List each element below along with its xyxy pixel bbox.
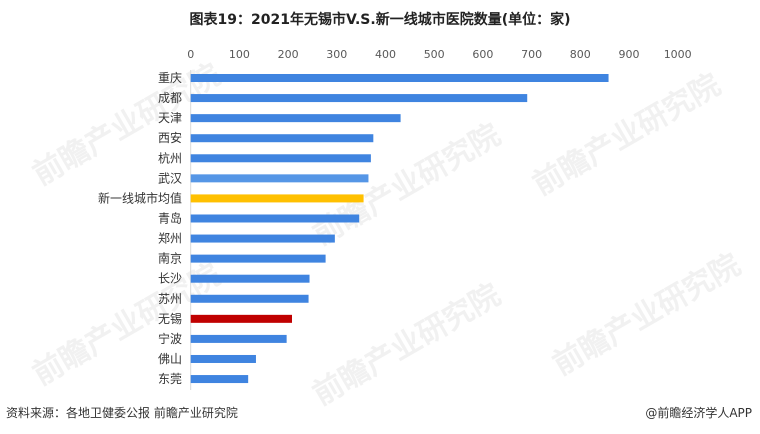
brand-label: @前瞻经济学人APP	[645, 406, 752, 420]
bar	[190, 214, 360, 223]
bar	[190, 114, 401, 123]
bar	[190, 194, 364, 203]
category-label: 东莞	[158, 372, 182, 386]
x-tick-label: 200	[278, 48, 299, 61]
x-tick-label: 500	[424, 48, 445, 61]
category-label: 南京	[158, 251, 182, 266]
category-label: 郑州	[158, 231, 182, 246]
x-tick-label: 700	[521, 48, 542, 61]
category-label: 无锡	[158, 311, 182, 326]
x-tick-label: 1000	[664, 48, 692, 61]
x-tick-label: 0	[187, 48, 194, 61]
bar	[190, 174, 369, 183]
bar	[190, 74, 609, 82]
bar-chart: 0 100 200 300 400 500 600 700 800 900 1000 重庆成都天津西安…	[98, 48, 692, 390]
bar	[190, 334, 287, 343]
bar	[190, 154, 371, 163]
bar	[190, 274, 310, 283]
x-tick-label: 100	[229, 48, 250, 61]
category-label: 成都	[158, 91, 182, 105]
category-label: 武汉	[158, 171, 182, 185]
category-label: 青岛	[158, 210, 182, 225]
category-label: 佛山	[158, 352, 182, 366]
x-tick-label: 900	[619, 48, 640, 61]
x-tick-label: 600	[472, 48, 493, 61]
bar	[190, 234, 335, 243]
x-tick-label: 800	[570, 48, 591, 61]
x-tick-label: 400	[375, 48, 396, 61]
chart-title: 图表19：2021年无锡市V.S.新一线城市医院数量(单位：家)	[189, 12, 571, 28]
bar	[190, 314, 292, 323]
bar	[190, 134, 374, 143]
category-label: 天津	[158, 111, 182, 125]
category-label: 西安	[158, 130, 182, 145]
source-note: 资料来源：各地卫健委公报 前瞻产业研究院	[6, 406, 238, 420]
x-tick-label: 300	[326, 48, 347, 61]
category-label: 长沙	[158, 272, 182, 286]
bar	[190, 254, 326, 263]
bar	[190, 354, 256, 363]
bar	[190, 94, 528, 103]
category-label: 苏州	[158, 292, 182, 306]
category-label: 杭州	[158, 150, 182, 165]
category-label: 新一线城市均值	[98, 190, 182, 205]
category-label: 重庆	[158, 71, 182, 85]
bar	[190, 375, 249, 384]
bar	[190, 294, 309, 303]
category-label: 宁波	[158, 331, 182, 346]
